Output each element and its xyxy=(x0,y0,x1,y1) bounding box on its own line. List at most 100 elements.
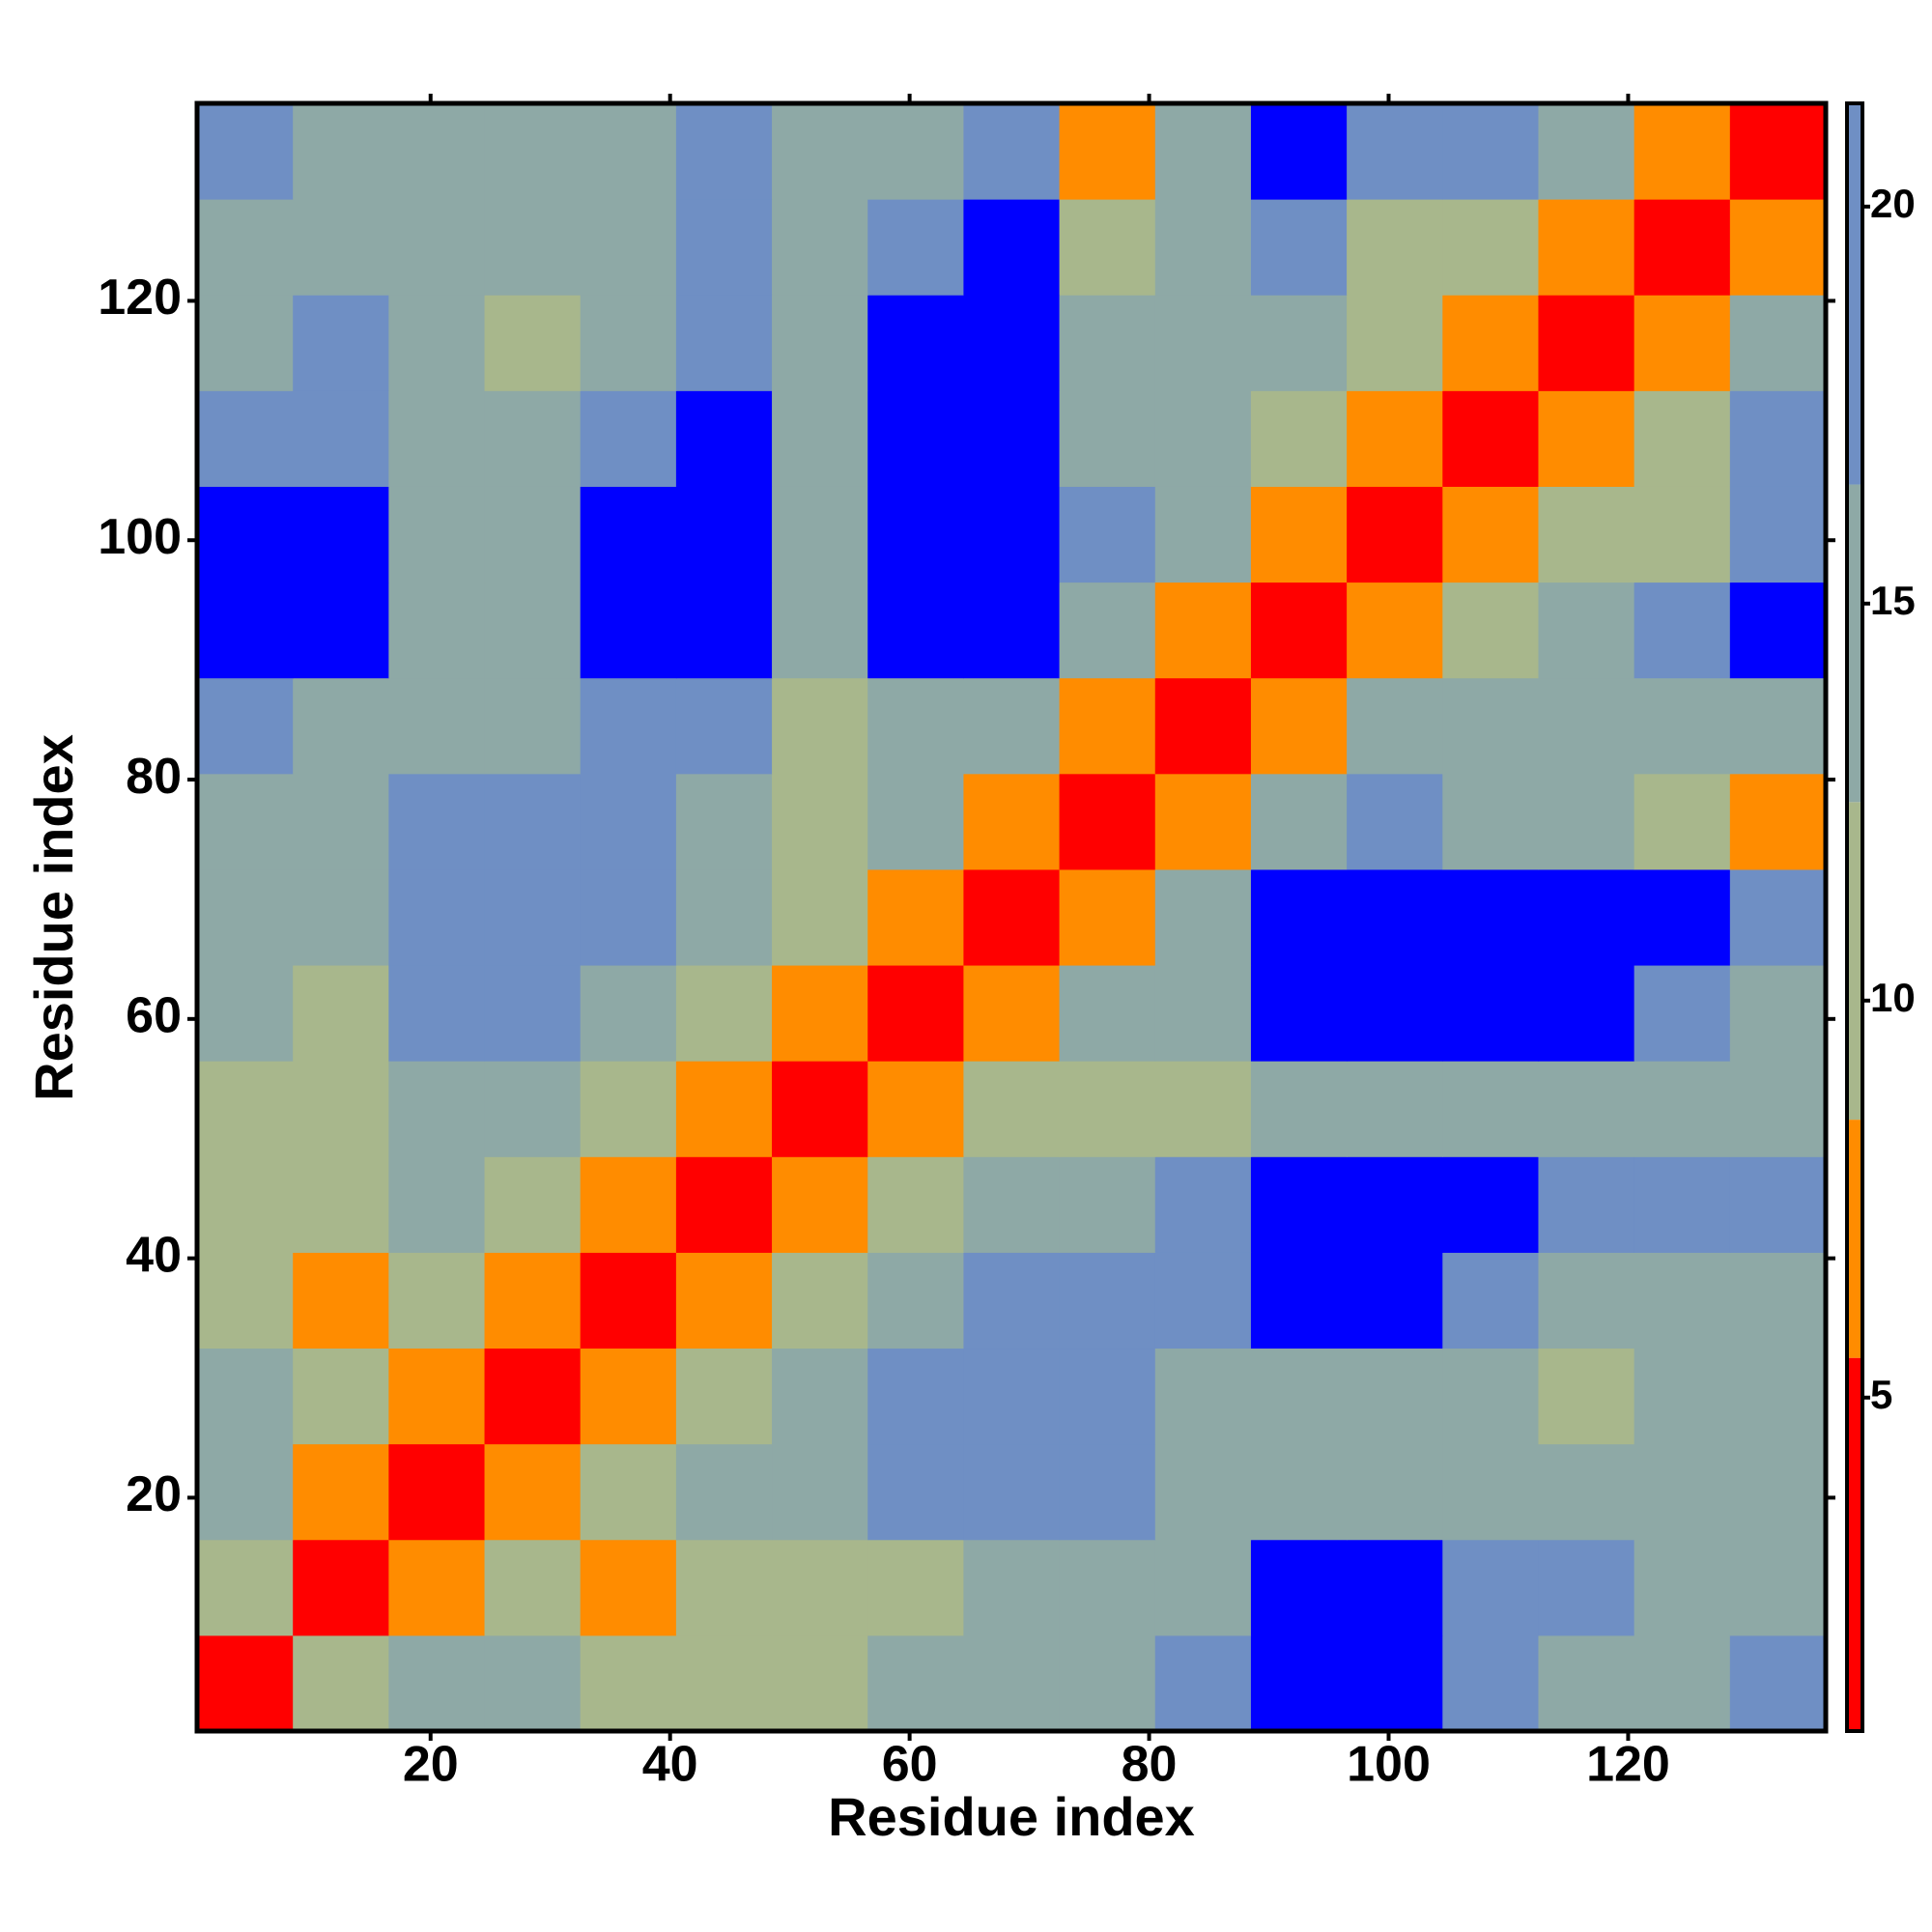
heatmap-cell xyxy=(1154,199,1252,296)
colorbar-tick-label: 20 xyxy=(1870,181,1916,226)
heatmap-cell xyxy=(1729,1156,1827,1253)
heatmap-cell xyxy=(963,1634,1061,1732)
heatmap-cell xyxy=(388,1443,486,1541)
heatmap-cell xyxy=(867,1634,964,1732)
heatmap-cell xyxy=(197,295,294,391)
heatmap-cell xyxy=(388,103,486,200)
heatmap-cell xyxy=(867,582,964,679)
heatmap-cell xyxy=(388,486,486,583)
colorbar-tick-label: 5 xyxy=(1870,1372,1892,1417)
heatmap-cell xyxy=(772,199,868,296)
colorbar-frame xyxy=(1845,101,1864,1733)
heatmap-cell xyxy=(293,773,389,870)
heatmap-cell xyxy=(293,1348,389,1445)
heatmap-cell xyxy=(1538,390,1635,487)
heatmap-cell xyxy=(484,1539,582,1636)
heatmap-cell xyxy=(1442,199,1539,296)
heatmap-cell xyxy=(484,1061,582,1157)
heatmap-cell xyxy=(197,773,294,870)
heatmap-cell xyxy=(963,1156,1061,1253)
heatmap-cell xyxy=(580,1634,677,1732)
heatmap-cell xyxy=(1059,1348,1156,1445)
heatmap-cell xyxy=(772,486,868,583)
heatmap-cell xyxy=(1729,773,1827,870)
y-tick-label: 60 xyxy=(126,988,182,1044)
heatmap-cell xyxy=(1250,1348,1348,1445)
heatmap-cell xyxy=(1538,103,1635,200)
heatmap-cell xyxy=(293,582,389,679)
heatmap-cell xyxy=(1250,199,1348,296)
heatmap-cell xyxy=(1250,1539,1348,1636)
heatmap-cell xyxy=(1250,1156,1348,1253)
heatmap-cell xyxy=(867,1252,964,1350)
heatmap-cell xyxy=(867,1443,964,1541)
y-tick-label: 100 xyxy=(98,509,182,565)
heatmap-cell xyxy=(1154,1539,1252,1636)
y-tick-label: 40 xyxy=(126,1227,182,1283)
heatmap-cell xyxy=(1442,103,1539,200)
y-axis-label: Residue index xyxy=(23,734,84,1101)
heatmap-cell xyxy=(1538,295,1635,391)
heatmap-cell xyxy=(1538,199,1635,296)
heatmap-cell xyxy=(1059,773,1156,870)
heatmap-cell xyxy=(484,486,582,583)
heatmap-cell xyxy=(1634,1443,1731,1541)
heatmap-cell xyxy=(293,199,389,296)
heatmap-cell xyxy=(484,1348,582,1445)
heatmap-cell xyxy=(1154,868,1252,966)
heatmap-cell xyxy=(388,1348,486,1445)
heatmap-cell xyxy=(1347,677,1443,775)
heatmap-cell xyxy=(1634,199,1731,296)
heatmap-cell xyxy=(197,868,294,966)
heatmap-cell xyxy=(1059,295,1156,391)
heatmap-cell xyxy=(388,773,486,870)
heatmap-cell xyxy=(1250,868,1348,966)
heatmap-cell xyxy=(963,1539,1061,1636)
heatmap-cell xyxy=(675,1634,773,1732)
y-tick-label: 20 xyxy=(126,1466,182,1522)
heatmap-cell xyxy=(867,1348,964,1445)
heatmap-cell xyxy=(1729,1443,1827,1541)
heatmap-cell xyxy=(867,965,964,1062)
heatmap-cell xyxy=(675,199,773,296)
heatmap-cell xyxy=(1059,582,1156,679)
heatmap-cell xyxy=(484,1443,582,1541)
heatmap-cell xyxy=(293,486,389,583)
heatmap-cell xyxy=(580,582,677,679)
heatmap-cell xyxy=(867,103,964,200)
heatmap-cell xyxy=(580,1061,677,1157)
heatmap-cell xyxy=(1154,1156,1252,1253)
heatmap-cell xyxy=(1442,1348,1539,1445)
heatmap-cell xyxy=(1347,486,1443,583)
heatmap-cell xyxy=(1154,103,1252,200)
heatmap-cell xyxy=(197,1443,294,1541)
heatmap-cell xyxy=(1538,1061,1635,1157)
heatmap-cell xyxy=(388,582,486,679)
heatmap-cell xyxy=(1729,486,1827,583)
heatmap-cell xyxy=(867,295,964,391)
heatmap-cell xyxy=(1634,773,1731,870)
heatmap-cell xyxy=(1729,1634,1827,1732)
heatmap-cell xyxy=(1538,1539,1635,1636)
heatmap-cell xyxy=(1442,582,1539,679)
heatmap-cell xyxy=(293,1252,389,1350)
heatmap-cell xyxy=(1347,1061,1443,1157)
heatmap-cell xyxy=(1729,1061,1827,1157)
heatmap-cell xyxy=(1347,103,1443,200)
heatmap-cell xyxy=(1634,1252,1731,1350)
heatmap-cell xyxy=(867,1156,964,1253)
heatmap-cell xyxy=(1442,677,1539,775)
heatmap-cell xyxy=(484,582,582,679)
heatmap-cell xyxy=(197,582,294,679)
heatmap-cell xyxy=(580,1539,677,1636)
heatmap-cell xyxy=(1538,1348,1635,1445)
heatmap-cell xyxy=(1442,1443,1539,1541)
heatmap-cell xyxy=(293,1443,389,1541)
heatmap-cell xyxy=(1250,295,1348,391)
heatmap-cell xyxy=(675,868,773,966)
heatmap-cell xyxy=(963,390,1061,487)
heatmap-cell xyxy=(867,1539,964,1636)
heatmap-cell xyxy=(388,1252,486,1350)
heatmap-cell xyxy=(197,199,294,296)
heatmap-cell xyxy=(963,773,1061,870)
